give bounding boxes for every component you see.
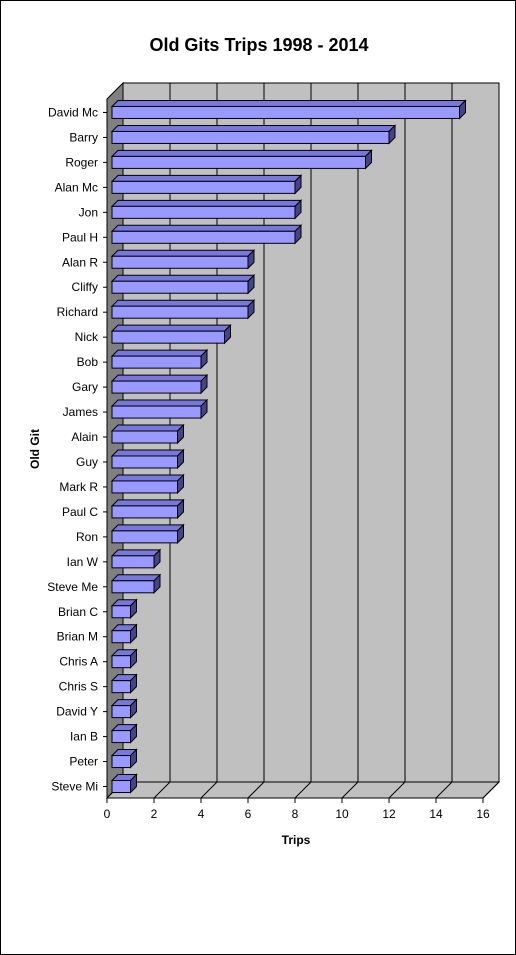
y-tick-label: David Y (56, 705, 98, 719)
y-tick-label: Paul C (62, 505, 98, 519)
bar (111, 305, 249, 319)
bar (111, 180, 296, 194)
bar-top (110, 449, 185, 457)
y-tick-label: Roger (65, 155, 98, 169)
y-axis-title: Old Git (28, 429, 42, 469)
bar (111, 580, 155, 594)
bar (111, 430, 178, 444)
y-tick-label: Mark R (59, 480, 98, 494)
y-tick-label: Alan R (62, 255, 98, 269)
bar-top (110, 399, 209, 407)
y-tick-label: Guy (76, 455, 98, 469)
bar (111, 455, 178, 469)
y-tick-label: Cliffy (72, 280, 98, 294)
bar-top (110, 299, 256, 307)
bar (111, 555, 155, 569)
bar-top (110, 249, 256, 257)
x-axis-title: Trips (282, 833, 311, 847)
bar (111, 755, 131, 769)
floor-gridline (247, 781, 265, 799)
y-tick-label: Alan Mc (55, 180, 98, 194)
bar-top (110, 374, 209, 382)
bar-top (110, 149, 373, 157)
y-tick-label: Steve Mi (51, 780, 98, 794)
y-tick-label: Gary (72, 380, 98, 394)
bar (111, 255, 249, 269)
floor-gridline (435, 781, 453, 799)
y-tick-label: Ian B (70, 730, 98, 744)
bar (111, 605, 131, 619)
y-tick-label: Alain (71, 430, 98, 444)
y-tick-label: Ian W (67, 555, 99, 569)
bar-top (110, 99, 467, 107)
bar (111, 280, 249, 294)
floor-gridline (341, 781, 359, 799)
floor-gridline (294, 781, 312, 799)
x-tick-label: 6 (245, 807, 252, 821)
x-tick-label: 0 (104, 807, 111, 821)
y-tick-label: Brian C (58, 605, 98, 619)
bar (111, 330, 225, 344)
bar (111, 505, 178, 519)
bar-top (110, 224, 303, 232)
bar (111, 230, 296, 244)
bar (111, 105, 460, 119)
floor-gridline (388, 781, 406, 799)
bar-top (110, 349, 209, 357)
bar (111, 780, 131, 794)
x-tick-label: 10 (335, 807, 349, 821)
y-tick-label: Nick (75, 330, 99, 344)
bar (111, 705, 131, 719)
x-tick-label: 8 (292, 807, 299, 821)
y-tick-label: Barry (69, 130, 98, 144)
bar (111, 205, 296, 219)
bar-top (110, 324, 232, 332)
y-tick-label: Chris A (59, 655, 98, 669)
bar-top (110, 124, 397, 132)
floor-gridline (482, 781, 500, 799)
bar-top (110, 499, 185, 507)
y-tick-label: Steve Me (47, 580, 98, 594)
x-tick-label: 2 (151, 807, 158, 821)
bar (111, 155, 366, 169)
bar (111, 130, 390, 144)
bar (111, 405, 202, 419)
y-tick-label: Richard (57, 305, 98, 319)
floor-gridline (200, 781, 218, 799)
bar-top (110, 199, 303, 207)
bar-top (110, 174, 303, 182)
bar (111, 655, 131, 669)
bar-top (110, 524, 185, 532)
chart-title: Old Gits Trips 1998 - 2014 (149, 35, 368, 55)
bar-top (110, 274, 256, 282)
bar (111, 630, 131, 644)
y-tick-label: Bob (77, 355, 99, 369)
y-tick-label: James (63, 405, 98, 419)
bar (111, 355, 202, 369)
x-tick-label: 12 (382, 807, 396, 821)
y-tick-label: Chris S (59, 680, 98, 694)
x-tick-label: 4 (198, 807, 205, 821)
y-tick-label: Jon (79, 205, 98, 219)
bar (111, 380, 202, 394)
bar (111, 680, 131, 694)
y-tick-label: Ron (76, 530, 98, 544)
x-tick-label: 14 (429, 807, 443, 821)
y-tick-label: David Mc (48, 105, 98, 119)
bar-top (110, 549, 162, 557)
floor-gridline (153, 781, 171, 799)
bar-top (110, 424, 185, 432)
y-tick-label: Paul H (62, 230, 98, 244)
bar (111, 530, 178, 544)
y-tick-label: Brian M (57, 630, 98, 644)
x-tick-label: 16 (476, 807, 490, 821)
plot-area: 0 2 4 6 8 10 12 14 16 David Mc Barry Roger Alan Mc Jo… (47, 81, 501, 821)
y-tick-label: Peter (69, 755, 98, 769)
bar-top (110, 574, 162, 582)
bar (111, 480, 178, 494)
bar-top (110, 474, 185, 482)
bar (111, 730, 131, 744)
